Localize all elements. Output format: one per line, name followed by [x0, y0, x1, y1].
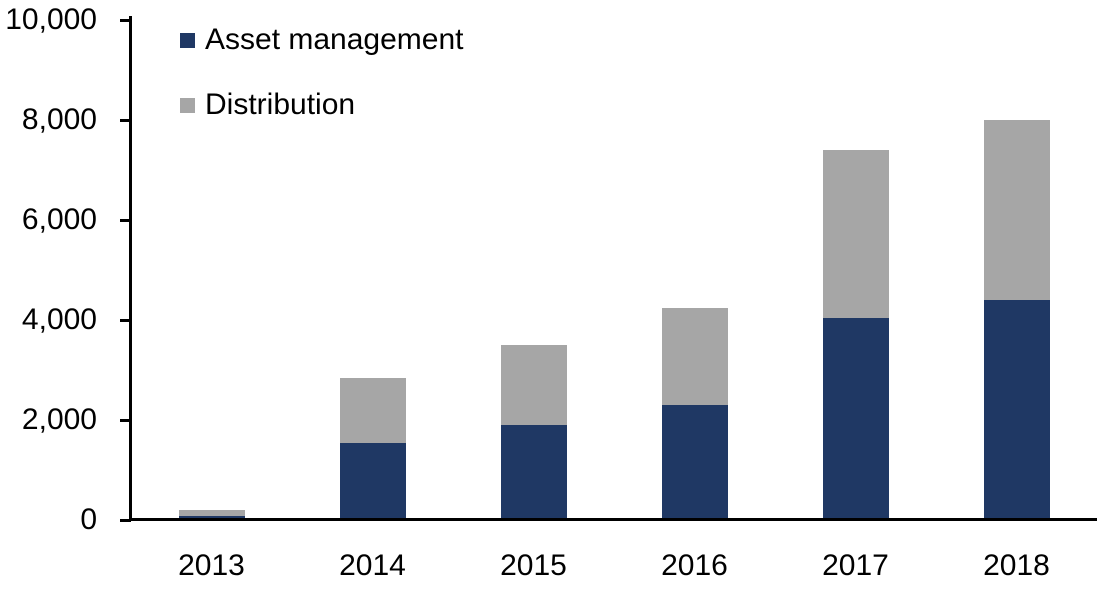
bar-segment-asset-management-2016	[661, 405, 728, 520]
bar-segment-distribution-2018	[983, 120, 1050, 300]
y-tick-label: 10,000	[5, 3, 97, 36]
legend-swatch-asset-management	[180, 32, 195, 48]
x-category-label-2014: 2014	[339, 549, 406, 582]
legend-label-distribution: Distribution	[205, 88, 356, 121]
legend-swatch-distribution	[180, 97, 195, 113]
y-tick-label: 2,000	[21, 403, 97, 436]
y-tick-mark	[120, 418, 131, 422]
bar-segment-distribution-2017	[822, 150, 889, 318]
y-tick-label: 4,000	[21, 303, 97, 336]
bar-segment-asset-management-2015	[500, 425, 567, 520]
bar-segment-asset-management-2013	[178, 515, 245, 520]
legend-item-distribution: Distribution	[180, 89, 463, 121]
x-axis-line	[129, 518, 1097, 521]
legend: Asset management Distribution	[180, 24, 463, 154]
bar-segment-distribution-2015	[500, 345, 567, 425]
legend-label-asset-management: Asset management	[205, 23, 464, 56]
bar-segment-distribution-2014	[339, 377, 406, 443]
bar-segment-asset-management-2018	[983, 300, 1050, 520]
bar-segment-asset-management-2014	[339, 442, 406, 520]
bar-segment-distribution-2013	[178, 510, 245, 516]
bar-segment-asset-management-2017	[822, 317, 889, 520]
y-tick-label: 0	[80, 503, 97, 536]
y-tick-label: 6,000	[21, 203, 97, 236]
y-tick-label: 8,000	[21, 103, 97, 136]
y-tick-mark	[120, 218, 131, 222]
y-tick-mark	[120, 118, 131, 122]
legend-item-asset-management: Asset management	[180, 24, 463, 56]
y-tick-mark	[120, 318, 131, 322]
bar-segment-distribution-2016	[661, 307, 728, 405]
x-category-label-2015: 2015	[500, 549, 567, 582]
y-tick-mark	[120, 518, 131, 522]
x-category-label-2017: 2017	[822, 549, 889, 582]
y-tick-mark	[120, 18, 131, 22]
x-category-label-2013: 2013	[178, 549, 245, 582]
x-category-label-2018: 2018	[983, 549, 1050, 582]
y-axis-line	[129, 16, 132, 521]
x-category-label-2016: 2016	[661, 549, 728, 582]
